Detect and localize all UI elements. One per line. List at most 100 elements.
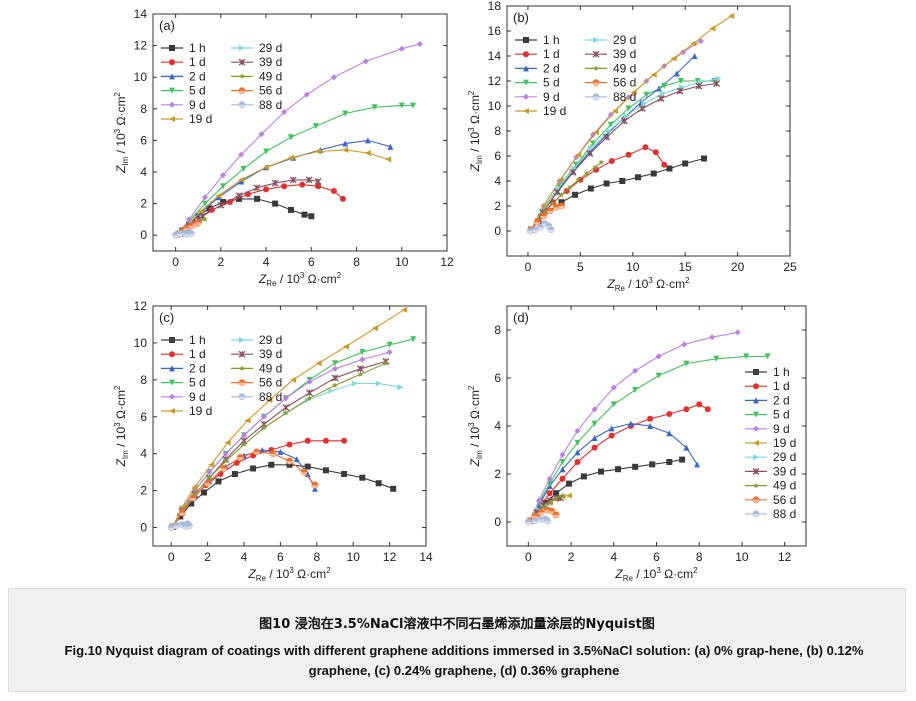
data-point [386, 341, 393, 348]
data-point [695, 82, 703, 90]
legend-item: 1 h [161, 41, 206, 55]
legend-item: 88 d [231, 390, 282, 404]
data-point [557, 176, 564, 183]
data-point [315, 148, 322, 155]
data-point [574, 427, 581, 434]
data-point [362, 58, 369, 65]
legend-label: 56 d [613, 76, 636, 90]
data-point [314, 178, 322, 185]
data-point [615, 466, 622, 473]
legend-item: 1 d [161, 347, 206, 361]
legend-marker [169, 101, 175, 108]
data-point [268, 461, 275, 468]
data-point [410, 102, 417, 109]
data-point [650, 71, 657, 78]
y-tick-label: 12 [134, 299, 148, 313]
data-point [728, 13, 735, 19]
legend-marker [753, 383, 759, 390]
legend-label: 9 d [543, 90, 560, 104]
legend-label: 56 d [259, 376, 282, 390]
legend-item: 2 d [745, 393, 790, 407]
panel-c: 0 2 4 6 8 10 12 14 0 2 4 6 8 10 12 ZRe / 103 Ω·cm2 ZIm /… [113, 299, 433, 583]
data-point [281, 183, 288, 190]
data-point [222, 450, 229, 457]
data-point [632, 463, 639, 470]
data-point [677, 78, 684, 84]
series-88d [172, 228, 195, 239]
data-point [657, 95, 665, 102]
data-point [332, 360, 338, 367]
data-point [332, 382, 338, 388]
legend-item: 49 d [745, 479, 796, 493]
data-point [550, 200, 556, 206]
legend-marker [593, 37, 599, 43]
panel-label: (a) [159, 18, 175, 33]
y-tick-label: 2 [140, 197, 147, 211]
data-point [666, 411, 673, 417]
legend-label: 56 d [773, 493, 796, 507]
legend-label: 29 d [773, 450, 796, 464]
data-point [224, 439, 231, 446]
legend-label: 5 d [189, 376, 206, 390]
legend-item: 39 d [745, 464, 796, 478]
x-tick-label: 4 [263, 255, 270, 269]
data-point [553, 490, 560, 497]
plot-frame [152, 13, 448, 252]
figure-caption: 图10 浸泡在3.5%NaCl溶液中不同石墨烯添加量涂层的Nyquist图 Fi… [8, 588, 906, 692]
x-tick-label: 12 [778, 550, 792, 564]
data-point [222, 458, 229, 464]
series-line [530, 15, 732, 231]
data-point [254, 195, 261, 202]
data-point [574, 449, 581, 456]
data-point [546, 475, 553, 482]
legend-marker [523, 79, 529, 86]
data-point [398, 102, 405, 109]
legend-label: 2 d [189, 361, 206, 375]
y-tick-label: 16 [488, 24, 502, 38]
data-point [559, 451, 566, 458]
data-point [565, 492, 572, 499]
data-point [253, 184, 261, 192]
data-point [593, 129, 600, 136]
legend: 1 h1 d2 d5 d9 d19 d29 d39 d49 d56 d88 d [161, 333, 282, 418]
x-tick-label: 6 [653, 550, 660, 564]
legend-item: 19 d [745, 436, 796, 450]
legend-item: 5 d [745, 408, 790, 422]
legend-label: 5 d [189, 84, 206, 98]
data-point [220, 172, 227, 179]
data-point [306, 395, 313, 401]
series-2d [527, 420, 701, 524]
y-tick-label: 14 [488, 49, 502, 63]
data-point [565, 480, 572, 487]
legend-item: 9 d [515, 90, 560, 104]
data-point [287, 206, 294, 213]
data-point [670, 55, 677, 62]
data-point [559, 492, 566, 498]
legend-item: 39 d [231, 347, 282, 361]
data-point [342, 146, 349, 153]
data-point [401, 306, 408, 313]
data-point [271, 179, 279, 187]
legend-marker [239, 45, 245, 51]
legend-marker [752, 467, 760, 475]
data-point [238, 151, 245, 158]
legend: 1 h1 d2 d5 d9 d19 d29 d39 d49 d56 d88 d [745, 365, 796, 521]
legend-item: 49 d [231, 361, 282, 375]
legend-label: 39 d [259, 347, 282, 361]
data-point [632, 387, 639, 393]
data-point [375, 380, 382, 387]
legend-label: 39 d [613, 47, 636, 61]
x-tick-label: 8 [313, 550, 320, 564]
x-tick-label: 10 [347, 550, 361, 564]
panel-a: 0 2 4 6 8 10 12 0 2 4 6 8 10 12 14 ZRe / 103 Ω·cm2 ZIm /… [113, 7, 454, 288]
data-point [359, 474, 366, 481]
data-point [694, 78, 701, 84]
legend-item: 56 d [231, 376, 282, 390]
data-point [241, 432, 247, 439]
data-point [583, 170, 590, 176]
series-line [530, 82, 717, 231]
data-point [352, 380, 359, 387]
legend-marker [753, 482, 759, 488]
legend-marker [523, 108, 529, 114]
data-point [603, 133, 611, 141]
